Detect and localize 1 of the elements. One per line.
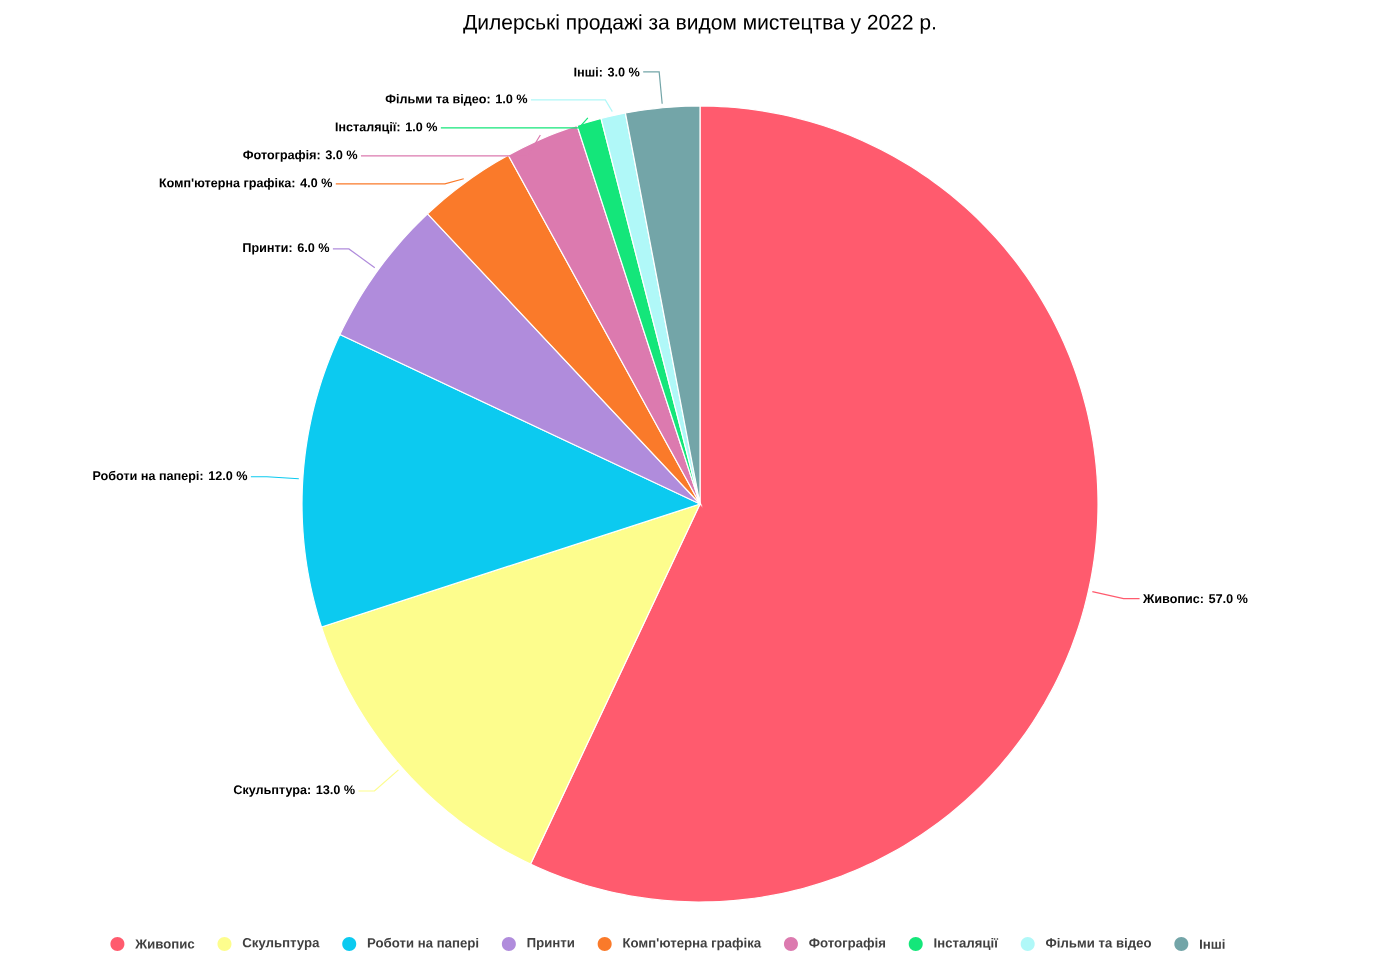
chart-title: Дилерські продажі за видом мистецтва у 2022 р.	[463, 14, 935, 34]
